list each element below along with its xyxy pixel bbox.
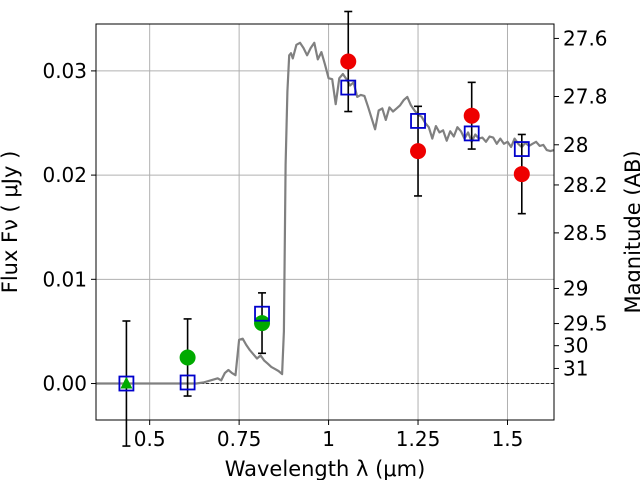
right-tick-label: 28.2 <box>563 173 608 197</box>
right-tick-label: 30 <box>563 334 588 358</box>
observed-point <box>513 166 530 183</box>
y-tick-label: 0.02 <box>42 163 87 187</box>
observed-point <box>410 143 427 160</box>
model-photometry-box <box>513 141 530 157</box>
plot-frame <box>95 23 555 421</box>
observed-point <box>179 349 196 366</box>
observed-points <box>120 53 530 389</box>
model-photometry-box <box>463 125 480 142</box>
error-bars <box>122 10 526 447</box>
model-photometry-box <box>340 79 357 96</box>
right-tick-label: 28.5 <box>563 221 608 245</box>
observed-point <box>254 315 271 332</box>
right-tick-label: 29 <box>563 276 588 300</box>
x-axis-label: Wavelength λ (μm) <box>225 457 426 480</box>
right-tick-label: 31 <box>563 356 588 380</box>
grid-lines <box>96 24 554 420</box>
model-spectrum-line <box>96 41 555 385</box>
model-spectrum <box>96 41 555 385</box>
model-photometry-box <box>118 375 135 392</box>
x-tick-label: 1.25 <box>396 427 441 451</box>
y-tick-label: 0.01 <box>42 267 87 291</box>
x-tick-label: 1 <box>322 427 335 451</box>
x-tick-label: 0.75 <box>217 427 262 451</box>
right-tick-label: 27.6 <box>563 26 608 50</box>
right-axis-label: Magnitude (AB) <box>621 150 640 313</box>
y-axis-ticks: 0.00 0.01 0.02 0.03 <box>42 59 96 396</box>
x-tick-label: 0.5 <box>134 427 166 451</box>
model-photometry-box <box>410 113 426 129</box>
x-axis-ticks: 0.5 0.75 1 1.25 1.5 <box>134 420 524 451</box>
model-photometry-boxes <box>118 79 530 392</box>
right-tick-label: 28 <box>563 133 588 157</box>
model-photometry-box <box>254 305 270 322</box>
observed-point <box>463 107 480 124</box>
x-tick-label: 1.5 <box>492 427 524 451</box>
model-photometry-box <box>179 374 196 391</box>
observed-point-triangle <box>120 376 133 389</box>
right-tick-label: 27.8 <box>563 84 608 108</box>
observed-point <box>340 53 357 70</box>
y-tick-label: 0.03 <box>42 59 87 83</box>
right-tick-label: 29.5 <box>563 312 608 336</box>
y-axis-label: Flux Fν ( μJy ) <box>0 151 22 294</box>
y-tick-label: 0.00 <box>42 372 87 396</box>
